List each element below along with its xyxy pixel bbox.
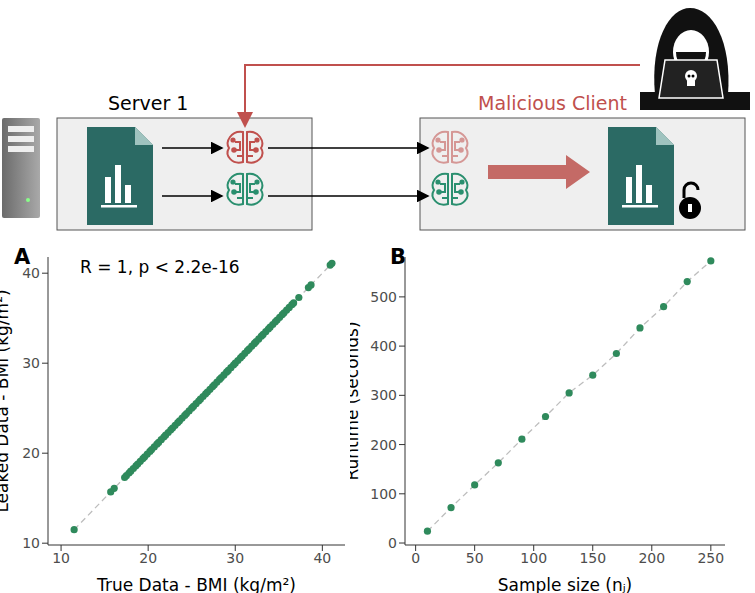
- svg-text:20: 20: [139, 550, 157, 566]
- html-text:B: B: [390, 245, 406, 269]
- svg-text:200: 200: [370, 437, 397, 453]
- svg-text:150: 150: [579, 550, 606, 566]
- svg-text:30: 30: [226, 550, 244, 566]
- svg-text:30: 30: [22, 355, 40, 371]
- svg-text:500: 500: [370, 289, 397, 305]
- html-text:A: A: [14, 245, 31, 269]
- svg-text:300: 300: [370, 387, 397, 403]
- svg-text:200: 200: [638, 550, 665, 566]
- svg-text:0: 0: [411, 550, 420, 566]
- svg-text:50: 50: [466, 550, 484, 566]
- svg-text:Leaked Data - BMI (kg/m²): Leaked Data - BMI (kg/m²): [0, 289, 12, 512]
- svg-text:True Data - BMI (kg/m²): True Data - BMI (kg/m²): [96, 575, 296, 593]
- svg-text:Sample size (nⱼ): Sample size (nⱼ): [498, 575, 633, 593]
- svg-text:100: 100: [520, 550, 547, 566]
- html-text:R = 1, p < 2.2e-16: R = 1, p < 2.2e-16: [80, 257, 240, 277]
- svg-text:40: 40: [313, 550, 331, 566]
- svg-text:Runtime (seconds): Runtime (seconds): [350, 321, 362, 480]
- svg-text:Server 1: Server 1: [108, 92, 188, 114]
- svg-text:100: 100: [370, 486, 397, 502]
- svg-text:Malicious Client: Malicious Client: [478, 92, 627, 114]
- svg-text:10: 10: [52, 550, 70, 566]
- svg-text:10: 10: [22, 535, 40, 551]
- svg-text:20: 20: [22, 445, 40, 461]
- svg-text:40: 40: [22, 265, 40, 282]
- svg-text:0: 0: [388, 535, 397, 551]
- svg-text:400: 400: [370, 338, 397, 354]
- svg-text:250: 250: [697, 550, 724, 566]
